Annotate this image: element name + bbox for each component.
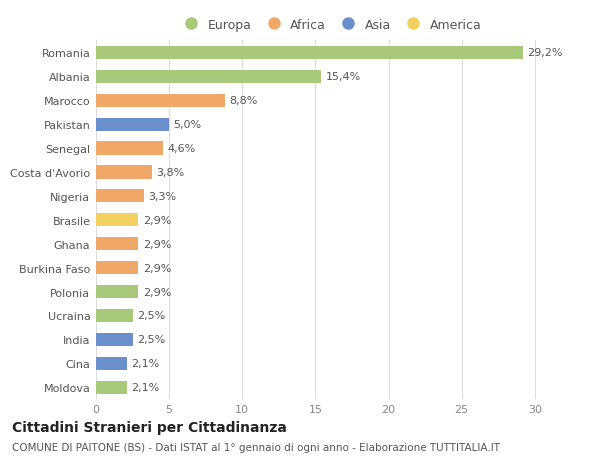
Text: 3,3%: 3,3% bbox=[149, 191, 177, 202]
Bar bbox=[96, 333, 133, 346]
Bar bbox=[96, 238, 139, 251]
Text: 4,6%: 4,6% bbox=[167, 144, 196, 154]
Text: Cittadini Stranieri per Cittadinanza: Cittadini Stranieri per Cittadinanza bbox=[12, 420, 287, 434]
Text: 2,9%: 2,9% bbox=[143, 239, 171, 249]
Text: 2,1%: 2,1% bbox=[131, 358, 160, 369]
Bar bbox=[96, 142, 163, 155]
Bar bbox=[96, 71, 321, 84]
Text: 2,1%: 2,1% bbox=[131, 382, 160, 392]
Bar bbox=[96, 95, 225, 107]
Text: 2,9%: 2,9% bbox=[143, 263, 171, 273]
Text: 15,4%: 15,4% bbox=[326, 72, 361, 82]
Text: 29,2%: 29,2% bbox=[527, 48, 563, 58]
Bar bbox=[96, 262, 139, 274]
Text: 3,8%: 3,8% bbox=[156, 168, 184, 178]
Bar bbox=[96, 47, 523, 60]
Text: 5,0%: 5,0% bbox=[173, 120, 202, 130]
Text: 2,9%: 2,9% bbox=[143, 215, 171, 225]
Bar bbox=[96, 309, 133, 322]
Bar bbox=[96, 166, 152, 179]
Legend: Europa, Africa, Asia, America: Europa, Africa, Asia, America bbox=[179, 18, 481, 32]
Bar bbox=[96, 190, 144, 203]
Text: 8,8%: 8,8% bbox=[229, 96, 257, 106]
Bar bbox=[96, 214, 139, 227]
Text: 2,9%: 2,9% bbox=[143, 287, 171, 297]
Text: 2,5%: 2,5% bbox=[137, 335, 165, 345]
Text: COMUNE DI PAITONE (BS) - Dati ISTAT al 1° gennaio di ogni anno - Elaborazione TU: COMUNE DI PAITONE (BS) - Dati ISTAT al 1… bbox=[12, 442, 500, 452]
Text: 2,5%: 2,5% bbox=[137, 311, 165, 321]
Bar bbox=[96, 357, 127, 370]
Bar bbox=[96, 381, 127, 394]
Bar bbox=[96, 118, 169, 131]
Bar bbox=[96, 285, 139, 298]
